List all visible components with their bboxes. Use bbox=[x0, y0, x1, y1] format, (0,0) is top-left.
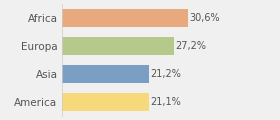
Bar bbox=[62, 93, 149, 111]
Bar bbox=[62, 9, 188, 27]
Bar bbox=[62, 37, 174, 55]
Text: 27,2%: 27,2% bbox=[176, 41, 206, 51]
Text: 21,1%: 21,1% bbox=[150, 97, 181, 107]
Text: 30,6%: 30,6% bbox=[190, 13, 220, 23]
Bar bbox=[62, 65, 149, 83]
Text: 21,2%: 21,2% bbox=[151, 69, 182, 79]
